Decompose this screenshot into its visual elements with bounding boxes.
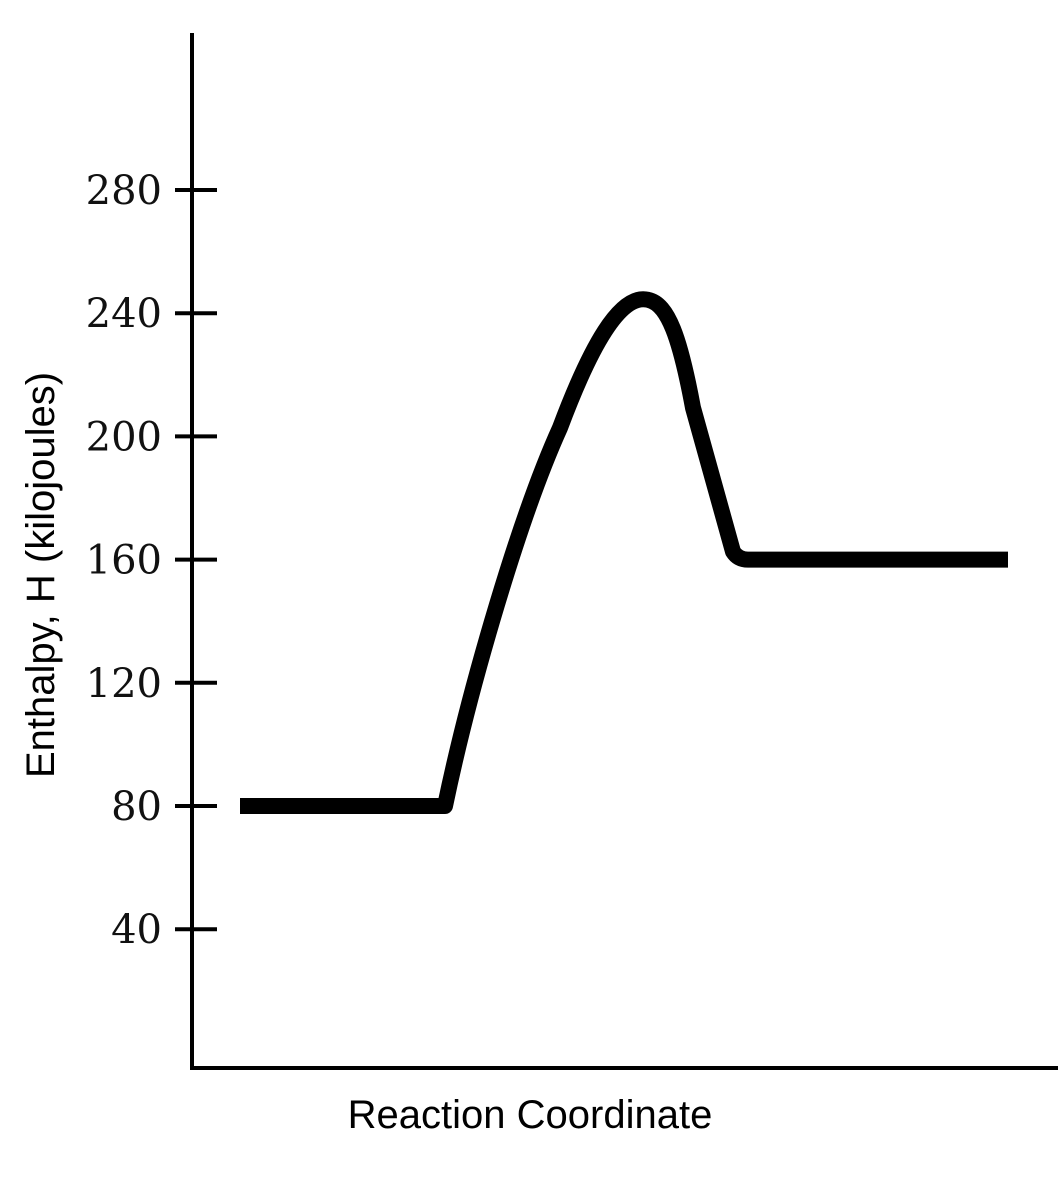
y-tick-label: 200 — [86, 414, 162, 460]
y-axis-ticks: 40 80 120 160 200 240 280 — [86, 168, 217, 953]
y-tick-label: 240 — [86, 291, 162, 337]
y-tick-label: 280 — [86, 168, 162, 214]
y-axis-title: Enthalpy, H (kilojoules) — [19, 372, 63, 778]
y-tick-label: 80 — [111, 784, 162, 830]
y-tick-label: 160 — [86, 538, 162, 584]
y-tick-label: 120 — [86, 661, 162, 707]
y-tick-label: 40 — [111, 907, 162, 953]
enthalpy-curve — [240, 291, 1008, 814]
x-axis-title: Reaction Coordinate — [348, 1093, 713, 1137]
